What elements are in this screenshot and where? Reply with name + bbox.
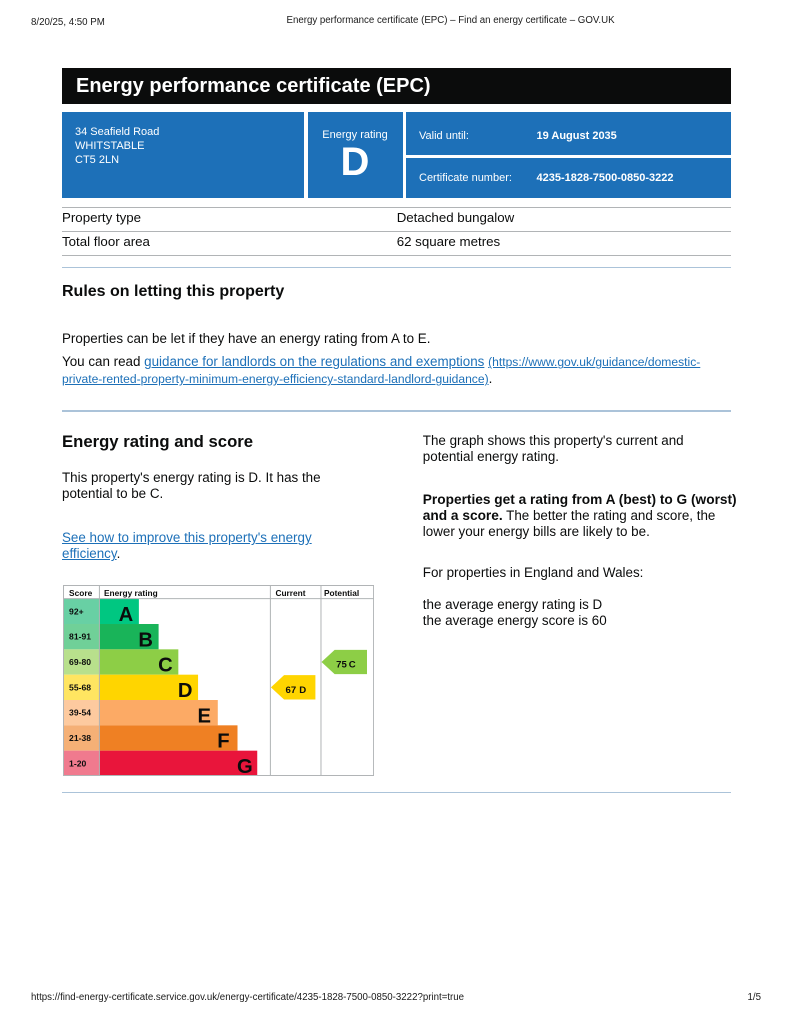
svg-text:1-20: 1-20 — [69, 759, 86, 769]
svg-text:C: C — [158, 655, 173, 677]
svg-text:G: G — [237, 756, 253, 776]
svg-text:92+: 92+ — [69, 607, 84, 617]
svg-text:55-68: 55-68 — [69, 683, 91, 693]
svg-text:E: E — [197, 706, 210, 728]
svg-text:A: A — [118, 604, 133, 626]
svg-text:D: D — [177, 680, 192, 702]
svg-text:F: F — [217, 731, 229, 753]
svg-text:75: 75 — [336, 660, 347, 671]
svg-text:D: D — [299, 685, 306, 696]
svg-text:39-54: 39-54 — [69, 708, 91, 718]
svg-text:69-80: 69-80 — [69, 657, 91, 667]
svg-text:67: 67 — [285, 685, 296, 696]
svg-text:C: C — [348, 660, 355, 671]
svg-text:Energy rating: Energy rating — [103, 589, 157, 599]
svg-text:21-38: 21-38 — [69, 733, 91, 743]
svg-text:B: B — [138, 630, 153, 652]
svg-text:Current: Current — [275, 589, 305, 599]
svg-text:Potential: Potential — [324, 589, 359, 599]
svg-text:81-91: 81-91 — [69, 632, 91, 642]
svg-text:Score: Score — [69, 589, 93, 599]
